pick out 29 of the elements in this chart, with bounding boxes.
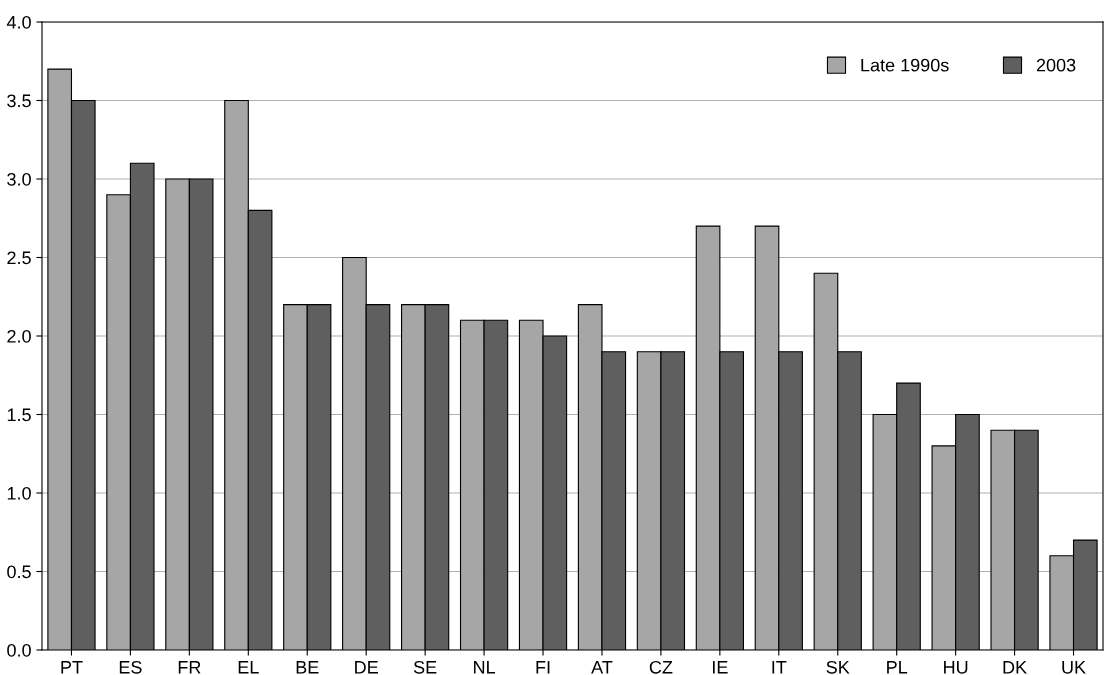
x-tick-label: EL (238, 661, 259, 674)
y-tick-label: 2.5 (7, 251, 31, 265)
y-tick-label: 3.0 (7, 172, 31, 186)
y-tick-label: 0.5 (7, 565, 31, 579)
y-tick-label: 3.5 (7, 94, 31, 108)
y-tick-label: 1.5 (7, 408, 31, 422)
x-tick-label: DE (355, 661, 378, 674)
x-tick-label: AT (591, 661, 613, 674)
x-tick-label: BE (296, 661, 319, 674)
legend-label: 2003 (1036, 58, 1076, 72)
x-tick-label: UK (1062, 661, 1086, 674)
x-tick-label: PL (887, 661, 908, 674)
x-tick-label: HU (944, 661, 968, 674)
y-tick-label: 1.0 (7, 486, 31, 500)
x-tick-label: DK (1003, 661, 1027, 674)
x-tick-label: FR (178, 661, 201, 674)
x-tick-label: SK (826, 660, 850, 674)
y-tick-label: 4.0 (6, 15, 31, 29)
y-tick-label: 2.0 (7, 329, 31, 343)
x-tick-label: CZ (649, 660, 673, 674)
x-tick-label: NL (474, 661, 496, 674)
x-tick-label: PT (61, 661, 83, 674)
y-tick-label: 0.0 (7, 643, 31, 657)
x-tick-label: IT (772, 661, 787, 674)
x-tick-label: SE (413, 660, 437, 674)
x-tick-label: ES (119, 660, 142, 674)
x-tick-label: IE (713, 661, 728, 674)
legend-label: Late 1990s (861, 58, 949, 72)
x-tick-label: FI (536, 661, 550, 674)
